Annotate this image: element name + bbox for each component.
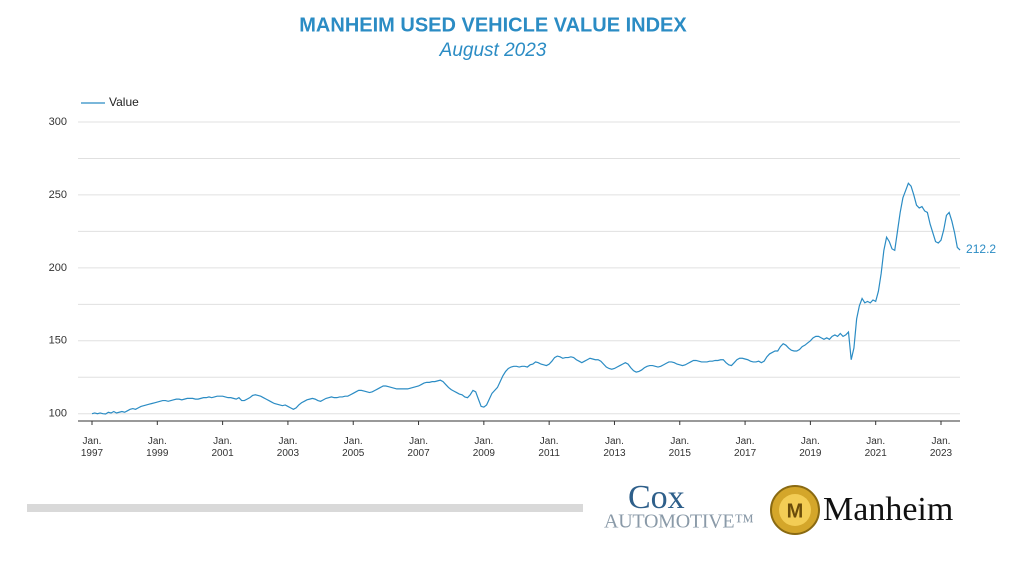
y-tick-label: 150 xyxy=(49,335,67,347)
logo-cox: Cox xyxy=(628,479,685,516)
chart-subtitle: August 2023 xyxy=(439,40,547,61)
chart-title: MANHEIM USED VEHICLE VALUE INDEX xyxy=(299,14,687,36)
x-tick-label: Jan. 2009 xyxy=(473,436,496,459)
x-tick-label: Jan. 2003 xyxy=(277,436,300,459)
x-tick-label: Jan. 2005 xyxy=(342,436,365,459)
svg-text:M: M xyxy=(787,500,804,522)
x-tick-label: Jan. 2015 xyxy=(669,436,692,459)
footer-bar xyxy=(27,504,583,512)
y-tick-label: 250 xyxy=(49,189,67,201)
logo-automotive: AUTOMOTIVE™ xyxy=(604,511,754,533)
y-tick-label: 200 xyxy=(49,262,67,274)
logo-manheim: Manheim xyxy=(823,491,953,528)
y-tick-label: 100 xyxy=(49,408,67,420)
logo-manheim-badge: M xyxy=(770,485,820,535)
x-tick-label: Jan. 1997 xyxy=(81,436,104,459)
x-tick-label: Jan. 2001 xyxy=(211,436,234,459)
legend-label: Value xyxy=(109,95,139,109)
end-value-label: 212.2 xyxy=(966,242,996,256)
x-tick-label: Jan. 2021 xyxy=(865,436,888,459)
x-tick-label: Jan. 2011 xyxy=(538,436,560,459)
y-tick-label: 300 xyxy=(49,116,67,128)
series-line xyxy=(91,182,961,415)
x-tick-label: Jan. 2013 xyxy=(603,436,626,459)
x-tick-label: Jan. 2017 xyxy=(734,436,757,459)
x-tick-label: Jan. 2019 xyxy=(799,436,822,459)
x-tick-label: Jan. 2007 xyxy=(407,436,430,459)
x-tick-label: Jan. 1999 xyxy=(146,436,169,459)
x-tick-label: Jan. 2023 xyxy=(930,436,953,459)
